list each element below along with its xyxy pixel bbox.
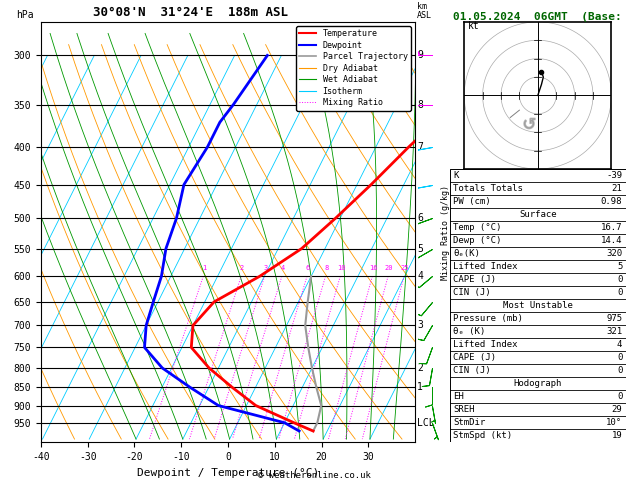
Text: LCL: LCL <box>417 418 435 428</box>
Text: 8: 8 <box>324 265 328 271</box>
Text: Temp (°C): Temp (°C) <box>454 223 502 232</box>
Text: 25: 25 <box>401 265 409 271</box>
Text: 0: 0 <box>617 366 622 375</box>
Text: 3: 3 <box>264 265 267 271</box>
Text: CAPE (J): CAPE (J) <box>454 275 496 284</box>
Text: 2: 2 <box>240 265 244 271</box>
Text: Surface: Surface <box>519 210 557 219</box>
Text: 0: 0 <box>617 353 622 362</box>
Text: Most Unstable: Most Unstable <box>503 301 573 310</box>
Text: PW (cm): PW (cm) <box>454 197 491 206</box>
Text: 01.05.2024  06GMT  (Base: 18): 01.05.2024 06GMT (Base: 18) <box>454 12 629 22</box>
Text: CIN (J): CIN (J) <box>454 366 491 375</box>
Text: K: K <box>454 171 459 180</box>
Text: Lifted Index: Lifted Index <box>454 340 518 349</box>
Text: 8: 8 <box>417 100 423 109</box>
Text: 0.98: 0.98 <box>601 197 622 206</box>
Text: EH: EH <box>454 392 464 401</box>
Text: Pressure (mb): Pressure (mb) <box>454 314 523 323</box>
Text: Hodograph: Hodograph <box>514 379 562 388</box>
Text: 21: 21 <box>611 184 622 193</box>
Text: 19: 19 <box>611 431 622 440</box>
Text: CAPE (J): CAPE (J) <box>454 353 496 362</box>
Text: kt: kt <box>468 21 480 31</box>
Text: 6: 6 <box>306 265 310 271</box>
Text: StmDir: StmDir <box>454 418 486 427</box>
Text: 0: 0 <box>617 392 622 401</box>
Text: Dewp (°C): Dewp (°C) <box>454 236 502 245</box>
Text: 10: 10 <box>337 265 345 271</box>
Text: 4: 4 <box>417 271 423 281</box>
Text: 2: 2 <box>417 363 423 373</box>
Legend: Temperature, Dewpoint, Parcel Trajectory, Dry Adiabat, Wet Adiabat, Isotherm, Mi: Temperature, Dewpoint, Parcel Trajectory… <box>296 26 411 111</box>
Text: Lifted Index: Lifted Index <box>454 262 518 271</box>
Text: km
ASL: km ASL <box>417 2 432 20</box>
Text: 1: 1 <box>417 382 423 392</box>
Text: θₑ (K): θₑ (K) <box>454 327 486 336</box>
Text: Totals Totals: Totals Totals <box>454 184 523 193</box>
Title: 30°08'N  31°24'E  188m ASL: 30°08'N 31°24'E 188m ASL <box>93 6 288 19</box>
Text: 7: 7 <box>417 142 423 152</box>
Text: hPa: hPa <box>16 10 34 20</box>
Text: 4: 4 <box>617 340 622 349</box>
Text: 3: 3 <box>417 320 423 330</box>
Text: 321: 321 <box>606 327 622 336</box>
Text: 4: 4 <box>281 265 285 271</box>
Text: 9: 9 <box>417 51 423 60</box>
X-axis label: Dewpoint / Temperature (°C): Dewpoint / Temperature (°C) <box>137 468 319 478</box>
Text: StmSpd (kt): StmSpd (kt) <box>454 431 513 440</box>
Text: θₑ(K): θₑ(K) <box>454 249 480 258</box>
Text: 975: 975 <box>606 314 622 323</box>
Text: 320: 320 <box>606 249 622 258</box>
Text: 0: 0 <box>617 275 622 284</box>
Text: 14.4: 14.4 <box>601 236 622 245</box>
Text: SREH: SREH <box>454 405 475 414</box>
Text: 5: 5 <box>617 262 622 271</box>
Text: 20: 20 <box>384 265 393 271</box>
Text: 29: 29 <box>611 405 622 414</box>
Text: 5: 5 <box>417 243 423 254</box>
Text: CIN (J): CIN (J) <box>454 288 491 297</box>
Text: 0: 0 <box>617 288 622 297</box>
Text: -39: -39 <box>606 171 622 180</box>
Text: 16: 16 <box>369 265 377 271</box>
Text: 10°: 10° <box>606 418 622 427</box>
Text: 16.7: 16.7 <box>601 223 622 232</box>
Text: 6: 6 <box>417 213 423 223</box>
Text: 1: 1 <box>202 265 206 271</box>
Text: © weatheronline.co.uk: © weatheronline.co.uk <box>258 471 371 480</box>
Text: Mixing Ratio (g/kg): Mixing Ratio (g/kg) <box>442 185 450 279</box>
